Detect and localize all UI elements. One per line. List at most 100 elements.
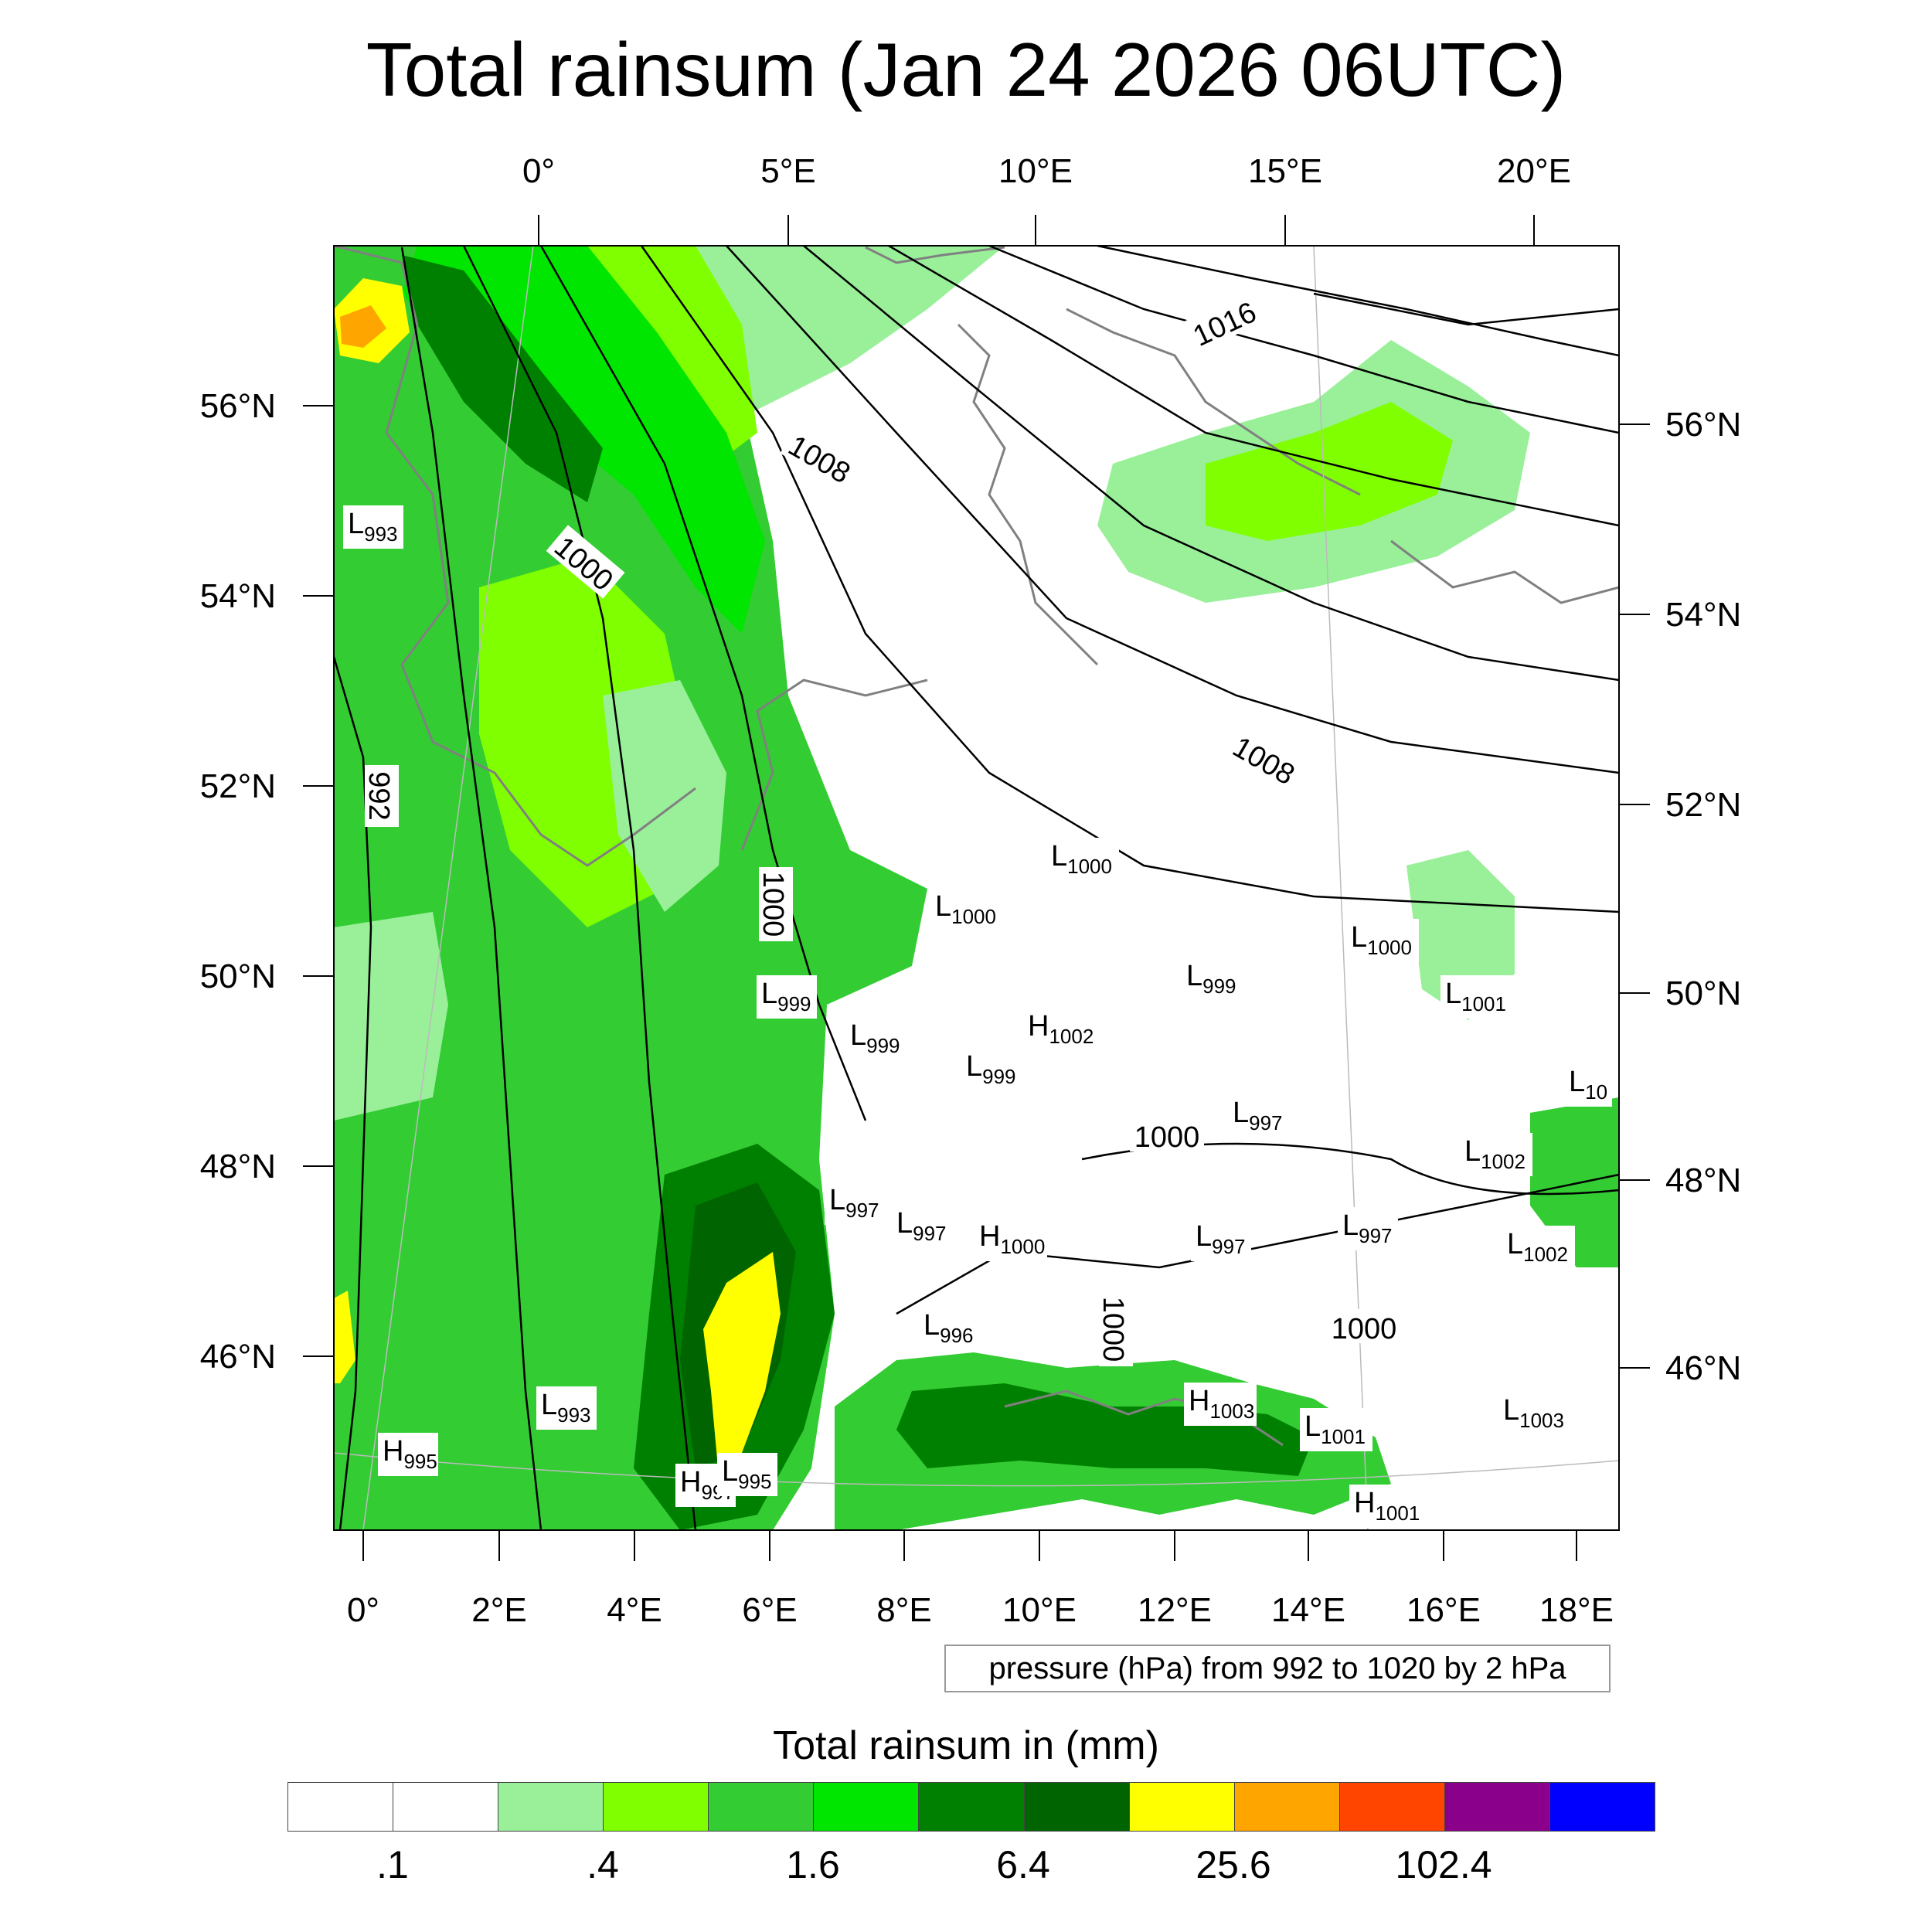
- pressure-center: L995: [717, 1453, 777, 1496]
- pressure-center: L1002: [1460, 1133, 1532, 1176]
- pressure-center-bg: [1346, 919, 1419, 962]
- colorbar-swatch: [919, 1783, 1025, 1831]
- low-pressure-label: L10: [1569, 1066, 1607, 1104]
- pressure-info-box: pressure (hPa) from 992 to 1020 by 2 hPa: [944, 1645, 1611, 1692]
- rain-alps-dark: [896, 1383, 1314, 1476]
- pressure-center: L1000: [1346, 919, 1419, 962]
- bottom-lon-label: 6°E: [742, 1591, 797, 1629]
- isobar-label: 1000: [1332, 1313, 1397, 1345]
- colorbar-swatch: [288, 1783, 394, 1831]
- colorbar-swatch: [1024, 1783, 1130, 1831]
- low-pressure-label: L999: [966, 1050, 1016, 1088]
- rain-yellow-south: [703, 1252, 781, 1476]
- tick-marks: [303, 215, 1650, 1561]
- pressure-center-bg: [1460, 1133, 1532, 1176]
- pressure-center: H1000: [975, 1218, 1047, 1261]
- map-frame: [333, 245, 1620, 1531]
- pressure-center: L996: [919, 1307, 979, 1350]
- pressure-center-bg: [1440, 975, 1513, 1019]
- colorbar-swatch: [1444, 1783, 1550, 1831]
- left-lat-label: 46°N: [200, 1338, 276, 1376]
- pressure-center-bg: [1184, 1383, 1257, 1426]
- colorbar-swatch: [814, 1783, 920, 1831]
- low-pressure-label: L1001: [1445, 978, 1506, 1015]
- isobar-label: 1000: [1097, 1297, 1129, 1362]
- rain-core-front: [402, 255, 603, 502]
- low-pressure-label: L999: [1186, 960, 1236, 998]
- colorbar-label: 25.6: [1196, 1843, 1271, 1886]
- isobar-label: 1000: [757, 872, 789, 937]
- bottom-lon-label: 12°E: [1138, 1591, 1212, 1629]
- pressure-center-bg: [1502, 1226, 1575, 1269]
- pressure-center-bg: [378, 1433, 438, 1476]
- rain-orange-nw: [340, 305, 386, 348]
- pressure-center: L999: [961, 1048, 1022, 1091]
- colorbar-label: .4: [587, 1843, 619, 1886]
- pressure-center: L10: [1564, 1063, 1612, 1107]
- pressure-center-bg: [1182, 957, 1242, 1001]
- left-lat-label: 50°N: [200, 957, 276, 995]
- pressure-center: L999: [845, 1017, 906, 1060]
- pressure-center-bg: [717, 1453, 777, 1496]
- low-pressure-label: L997: [1342, 1209, 1393, 1247]
- colorbar-label: .1: [376, 1843, 409, 1886]
- high-pressure-label: H1000: [979, 1220, 1045, 1258]
- left-lat-label: 52°N: [200, 767, 276, 805]
- colorbar-swatch: [1129, 1783, 1235, 1831]
- pressure-center: L1001: [1440, 975, 1513, 1019]
- pressure-center-bg: [825, 1182, 885, 1225]
- low-pressure-label: L1000: [935, 890, 996, 928]
- right-lat-label: 46°N: [1665, 1349, 1741, 1387]
- pressure-center-bg: [1349, 1485, 1422, 1528]
- bottom-lon-label: 10°E: [1002, 1591, 1077, 1629]
- bottom-lon-labels: 0° 2°E 4°E 6°E 8°E 10°E 12°E 14°E 16°E 1…: [347, 1591, 1614, 1629]
- low-pressure-label: L999: [761, 978, 811, 1015]
- pressure-center: L999: [757, 975, 817, 1019]
- pressure-center-bg: [1338, 1207, 1398, 1250]
- pressure-center-bg: [1564, 1063, 1612, 1107]
- pressure-center-bg: [1300, 1408, 1372, 1451]
- legend-title: Total rainsum in (mm): [773, 1723, 1159, 1768]
- right-lat-label: 54°N: [1665, 596, 1741, 634]
- pressure-center-bg: [343, 505, 403, 549]
- pressure-center: L997: [1191, 1218, 1251, 1261]
- colorbar-swatch: [709, 1783, 815, 1831]
- pressure-center: L1002: [1502, 1226, 1575, 1269]
- low-pressure-label: L996: [923, 1309, 974, 1347]
- low-pressure-label: L1002: [1507, 1228, 1568, 1266]
- rain-band-north: [696, 246, 1005, 417]
- pressure-center-bg: [930, 888, 1003, 931]
- pressure-center: L1000: [930, 888, 1003, 931]
- map-title: Total rainsum (Jan 24 2026 06UTC): [366, 27, 1566, 112]
- pressure-center-bg: [1498, 1392, 1571, 1435]
- colorbar-swatch: [604, 1783, 709, 1831]
- right-lat-labels: 56°N 54°N 52°N 50°N 48°N 46°N: [1665, 406, 1741, 1387]
- right-lat-label: 50°N: [1665, 975, 1741, 1012]
- pressure-center-bg: [975, 1218, 1047, 1261]
- top-lon-label: 20°E: [1497, 152, 1571, 190]
- low-pressure-label: L1000: [1351, 921, 1412, 959]
- pressure-center: L1001: [1300, 1408, 1372, 1451]
- low-pressure-label: L997: [896, 1207, 947, 1245]
- high-pressure-label: H1001: [1354, 1487, 1420, 1525]
- low-pressure-label: L1001: [1304, 1410, 1366, 1448]
- low-pressure-label: L993: [348, 508, 398, 546]
- pressure-center-bg: [845, 1017, 906, 1060]
- isobars: [334, 246, 1619, 1530]
- pressure-center: L993: [536, 1386, 597, 1430]
- high-pressure-label: H1002: [1028, 1010, 1094, 1048]
- top-lon-labels: 0° 5°E 10°E 15°E 20°E: [522, 152, 1571, 190]
- colorbar: [287, 1782, 1655, 1832]
- pressure-center: L997: [825, 1182, 885, 1225]
- right-lat-label: 56°N: [1665, 406, 1741, 444]
- precipitation-field: [334, 246, 1619, 1530]
- colorbar-swatch: [1234, 1783, 1340, 1831]
- pressure-center-bg: [919, 1307, 979, 1350]
- left-lat-label: 56°N: [200, 387, 276, 425]
- low-pressure-label: L997: [829, 1184, 879, 1222]
- isobar-label: 992: [362, 771, 395, 820]
- colorbar-swatch: [393, 1783, 499, 1831]
- pressure-center: L999: [1182, 957, 1242, 1001]
- high-pressure-label: H1003: [1189, 1385, 1254, 1423]
